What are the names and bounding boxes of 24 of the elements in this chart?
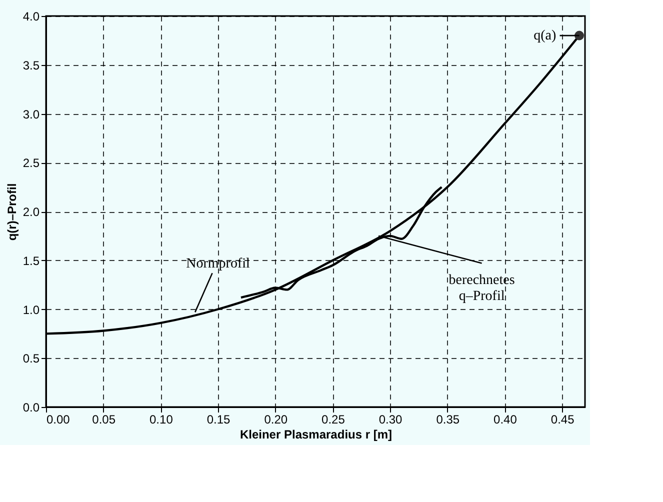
annotation: q(a) bbox=[534, 28, 556, 44]
annotation: Normprofil bbox=[186, 256, 250, 272]
y-tick-label: 4.0 bbox=[22, 10, 40, 24]
x-tick-label: 0.10 bbox=[150, 412, 174, 426]
y-tick-label: 1.5 bbox=[22, 254, 40, 268]
x-tick-label: 0.25 bbox=[322, 412, 346, 426]
x-axis-title: Kleiner Plasmaradius r [m] bbox=[240, 428, 392, 442]
x-tick-label: 0.30 bbox=[378, 412, 403, 426]
y-tick-label: 2.0 bbox=[22, 205, 40, 219]
x-tick-label: 0.00 bbox=[46, 412, 70, 426]
x-tick-label: 0.40 bbox=[494, 412, 518, 426]
y-axis-title: q(r)–Profil bbox=[4, 183, 19, 241]
x-tick-label: 0.20 bbox=[264, 412, 288, 426]
x-tick-label: 0.45 bbox=[550, 412, 575, 426]
y-tick-label: 3.5 bbox=[22, 58, 40, 72]
y-tick-label: 1.0 bbox=[22, 302, 40, 317]
x-tick-label: 0.05 bbox=[92, 412, 116, 426]
y-tick-label: 0.5 bbox=[22, 352, 40, 366]
y-tick-label: 0.0 bbox=[22, 400, 40, 414]
x-tick-label: 0.35 bbox=[436, 412, 460, 426]
annotation: berechnetes q–Profil bbox=[448, 272, 515, 304]
x-tick-label: 0.15 bbox=[206, 412, 231, 426]
y-tick-label: 2.5 bbox=[22, 156, 40, 170]
y-tick-label: 3.0 bbox=[22, 107, 40, 122]
